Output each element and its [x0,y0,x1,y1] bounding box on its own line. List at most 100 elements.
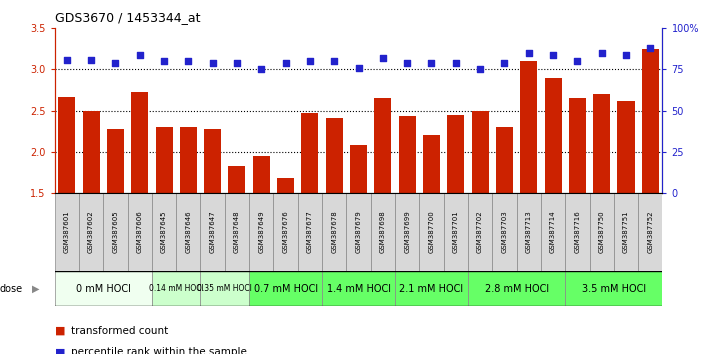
Text: GSM387699: GSM387699 [404,211,410,253]
Text: 2.8 mM HOCl: 2.8 mM HOCl [485,284,549,293]
Text: dose: dose [0,284,23,293]
Bar [107,129,124,193]
Bar [82,111,100,193]
Point [596,50,608,56]
Bar [541,193,565,271]
Text: ■: ■ [55,326,68,336]
Point [304,58,316,64]
Point [158,58,170,64]
Bar [496,127,513,193]
Text: GSM387648: GSM387648 [234,211,240,253]
Bar [492,193,517,271]
Text: ▶: ▶ [32,284,39,293]
Bar [521,61,537,193]
Point [571,58,583,64]
Bar [590,193,614,271]
Bar [229,166,245,193]
Point [620,52,632,57]
Bar [419,193,443,271]
Point [280,60,291,66]
Bar [225,193,249,271]
Point [475,67,486,72]
Bar [569,98,586,193]
Text: GSM387679: GSM387679 [355,211,362,253]
Bar [593,94,610,193]
Point [426,60,438,66]
Text: 0.35 mM HOCl: 0.35 mM HOCl [197,284,252,293]
Text: percentile rank within the sample: percentile rank within the sample [71,347,247,354]
Bar [468,271,565,306]
Bar [55,193,79,271]
Text: 0.7 mM HOCl: 0.7 mM HOCl [253,284,317,293]
Bar [180,127,197,193]
Bar [249,193,274,271]
Text: 2.1 mM HOCl: 2.1 mM HOCl [400,284,464,293]
Text: GSM387702: GSM387702 [477,211,483,253]
Bar [399,115,416,193]
Text: GSM387698: GSM387698 [380,211,386,253]
Point [377,55,389,61]
Bar [131,92,149,193]
Text: GSM387605: GSM387605 [112,211,119,253]
Text: GSM387716: GSM387716 [574,211,580,253]
Bar [274,193,298,271]
Bar [395,271,468,306]
Bar [371,193,395,271]
Text: GSM387752: GSM387752 [647,211,653,253]
Point [547,52,559,57]
Bar [200,193,225,271]
Text: transformed count: transformed count [71,326,168,336]
Bar [200,271,249,306]
Text: GSM387649: GSM387649 [258,211,264,253]
Bar [517,193,541,271]
Bar [253,156,270,193]
Bar [642,49,659,193]
Point [232,60,243,66]
Bar [325,118,343,193]
Bar [55,271,152,306]
Text: GSM387601: GSM387601 [64,211,70,253]
Bar [298,193,322,271]
Bar [301,113,318,193]
Bar [565,193,590,271]
Point [644,45,656,51]
Bar [617,101,635,193]
Text: GSM387700: GSM387700 [429,211,435,253]
Bar [79,193,103,271]
Bar [249,271,322,306]
Bar [204,129,221,193]
Text: GSM387647: GSM387647 [210,211,215,253]
Text: 3.5 mM HOCl: 3.5 mM HOCl [582,284,646,293]
Point [523,50,534,56]
Bar [447,115,464,193]
Text: GSM387714: GSM387714 [550,211,556,253]
Text: GSM387713: GSM387713 [526,211,531,253]
Text: GSM387751: GSM387751 [623,211,629,253]
Bar [350,145,367,193]
Point [450,60,462,66]
Point [134,52,146,57]
Bar [176,193,200,271]
Bar [545,78,561,193]
Bar [423,135,440,193]
Text: 1.4 mM HOCl: 1.4 mM HOCl [327,284,390,293]
Text: GSM387750: GSM387750 [598,211,605,253]
Point [499,60,510,66]
Bar [347,193,371,271]
Point [401,60,413,66]
Bar [152,193,176,271]
Bar [472,111,488,193]
Bar [322,271,395,306]
Bar [127,193,152,271]
Text: GSM387646: GSM387646 [186,211,191,253]
Bar [468,193,492,271]
Text: 0.14 mM HOCl: 0.14 mM HOCl [149,284,204,293]
Text: GSM387676: GSM387676 [282,211,288,253]
Bar [277,178,294,193]
Text: GSM387703: GSM387703 [502,211,507,253]
Bar [58,97,75,193]
Text: GSM387678: GSM387678 [331,211,337,253]
Text: GSM387602: GSM387602 [88,211,94,253]
Bar [395,193,419,271]
Bar [103,193,127,271]
